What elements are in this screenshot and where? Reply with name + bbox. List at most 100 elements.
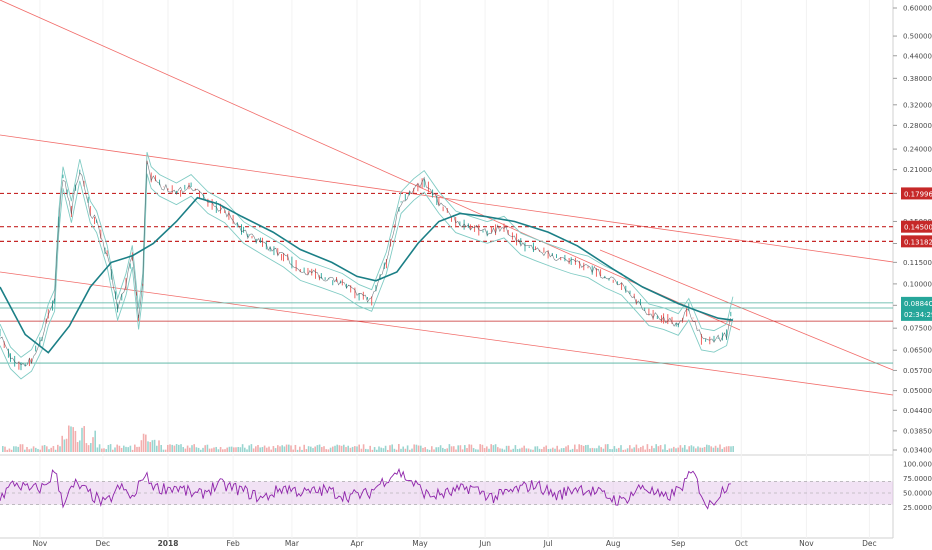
countdown-label: 02:34:29 xyxy=(904,311,932,319)
volume-bar xyxy=(384,445,387,452)
volume-bar xyxy=(303,444,305,452)
volume-bar xyxy=(681,447,684,452)
volume-bar xyxy=(61,435,63,452)
volume-bar xyxy=(512,448,514,452)
volume-bar xyxy=(721,448,723,452)
volume-bar xyxy=(615,448,618,452)
volume-bar xyxy=(569,449,572,452)
y-tick-label: 0.10000 xyxy=(903,280,932,288)
volume-bar xyxy=(354,446,356,452)
rsi-line xyxy=(0,467,731,510)
volume-bar xyxy=(730,446,732,452)
volume-bar xyxy=(285,444,288,452)
current-price-label: 0.0884O xyxy=(904,300,932,308)
volume-bar xyxy=(259,447,261,452)
volume-bar xyxy=(455,449,457,452)
volume-bar xyxy=(327,449,330,452)
volume-bar xyxy=(112,449,114,452)
volume-bar xyxy=(382,448,385,452)
volume-bar xyxy=(732,446,734,452)
y-tick-label: 0.04400 xyxy=(903,407,932,415)
volume-bar xyxy=(292,449,294,452)
volume-bar xyxy=(501,448,503,452)
volume-bar xyxy=(2,446,4,452)
volume-bar xyxy=(439,445,442,452)
volume-bar xyxy=(585,445,587,452)
volume-bar xyxy=(197,447,200,452)
volume-bar xyxy=(433,449,435,452)
volume-bar xyxy=(356,446,358,452)
volume-bar xyxy=(635,444,638,452)
rsi-panel xyxy=(0,467,893,510)
volume-bar xyxy=(618,447,620,452)
volume-bar xyxy=(675,448,677,452)
volume-bar xyxy=(424,447,426,452)
trendline xyxy=(0,134,894,263)
volume-bar xyxy=(103,448,105,452)
volume-bar xyxy=(43,444,46,452)
volume-bar xyxy=(204,445,206,452)
volume-bar xyxy=(8,448,11,452)
volume-bar xyxy=(257,445,259,452)
volume-bar xyxy=(105,449,107,452)
volume-bar xyxy=(39,449,41,452)
volume-bar xyxy=(195,447,198,452)
volume-bar xyxy=(607,444,609,452)
volume-bar xyxy=(149,441,151,452)
volume-bar xyxy=(239,447,242,452)
x-tick-label: Jun xyxy=(478,539,491,548)
volume-bar xyxy=(692,446,695,452)
volume-bar xyxy=(307,446,310,452)
volume-bar xyxy=(226,447,228,452)
volume-bar xyxy=(695,448,697,452)
volume-bar xyxy=(279,446,281,452)
volume-bar xyxy=(219,447,222,452)
x-tick-label: Apr xyxy=(351,539,365,548)
price-tag-label: 0.13182 xyxy=(904,238,932,246)
volume-bar xyxy=(261,447,264,452)
volume-bar xyxy=(274,448,277,452)
volume-bar xyxy=(336,444,338,452)
volume-bar xyxy=(360,448,363,452)
volume-bar xyxy=(600,447,602,452)
volume-bar xyxy=(19,444,22,452)
volume-bar xyxy=(475,449,477,452)
volume-bar xyxy=(294,444,297,452)
volume-bar xyxy=(235,447,237,452)
volume-bar xyxy=(288,444,290,452)
volume-bar xyxy=(558,449,561,452)
volume-bar xyxy=(329,447,332,452)
volume-bar xyxy=(519,448,521,452)
volume-bar xyxy=(633,447,635,452)
volume-bar xyxy=(182,447,184,452)
price-tag-label: 0.14500 xyxy=(904,224,932,232)
volume-bar xyxy=(59,446,61,452)
volume-bar xyxy=(378,446,380,452)
volume-bar xyxy=(156,445,158,452)
volume-bar xyxy=(50,447,52,452)
volume-bar xyxy=(541,449,543,452)
volume-bar xyxy=(334,445,336,452)
volume-bar xyxy=(591,447,594,452)
volume-bar xyxy=(175,444,178,452)
x-tick-label: 2018 xyxy=(158,539,179,548)
volume-bar xyxy=(472,448,475,452)
volume-bar xyxy=(312,448,314,452)
volume-bar xyxy=(631,448,633,452)
volume-bar xyxy=(164,449,167,452)
volume-bar xyxy=(178,444,180,452)
volume-bar xyxy=(565,446,567,452)
price-series xyxy=(0,151,734,380)
volume-bar xyxy=(57,444,59,452)
volume-bar xyxy=(343,444,345,452)
volume-bar xyxy=(505,445,508,452)
volume-bar xyxy=(347,445,349,452)
volume-bar xyxy=(4,446,6,452)
volume-bar xyxy=(230,446,233,452)
volume-bar xyxy=(184,448,187,452)
volume-bar xyxy=(437,447,440,452)
y-tick-label: 0.50000 xyxy=(903,33,932,41)
volume-bar xyxy=(123,445,125,452)
x-tick-label: Nov xyxy=(33,539,48,548)
volume-bar xyxy=(180,444,182,452)
